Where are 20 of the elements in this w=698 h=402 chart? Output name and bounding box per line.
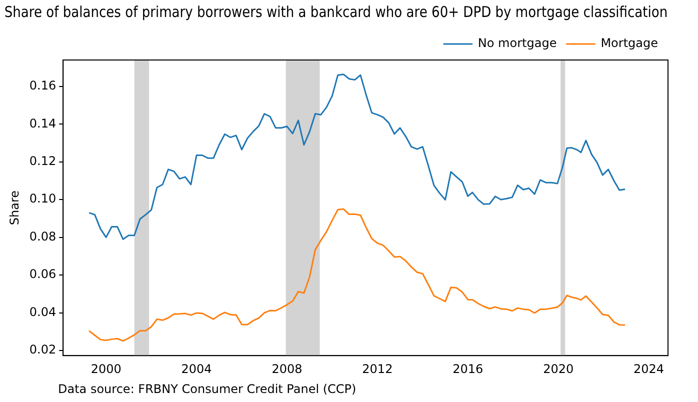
legend-label: Mortgage	[600, 36, 658, 50]
source-note: Data source: FRBNY Consumer Credit Panel (CCP)	[58, 381, 358, 398]
x-tick-label: 2016	[452, 362, 484, 376]
y-tick-label: 0.06	[29, 267, 56, 282]
x-tick-label: 2012	[362, 362, 393, 376]
y-axis-title: Share	[7, 190, 22, 226]
x-tick-label: 2004	[181, 362, 212, 376]
y-tick-label: 0.14	[29, 116, 56, 130]
y-tick-label: 0.16	[29, 78, 56, 93]
y-tick-label: 0.04	[29, 304, 56, 319]
y-tick-label: 0.02	[29, 342, 56, 357]
x-tick-label: 2024	[634, 362, 664, 376]
x-tick-label: 2020	[543, 362, 574, 376]
y-tick-label: 0.08	[29, 229, 56, 244]
x-tick-label: 2008	[272, 362, 302, 376]
x-tick-label: 2000	[90, 362, 122, 376]
y-tick-label: 0.10	[29, 192, 56, 206]
chart-title: Share of balances of primary borrowers with a bankcard who are 60+ DPD by mortgage classification	[4, 4, 668, 22]
y-tick-label: 0.12	[29, 154, 56, 168]
legend-label: No mortgage	[478, 36, 557, 50]
